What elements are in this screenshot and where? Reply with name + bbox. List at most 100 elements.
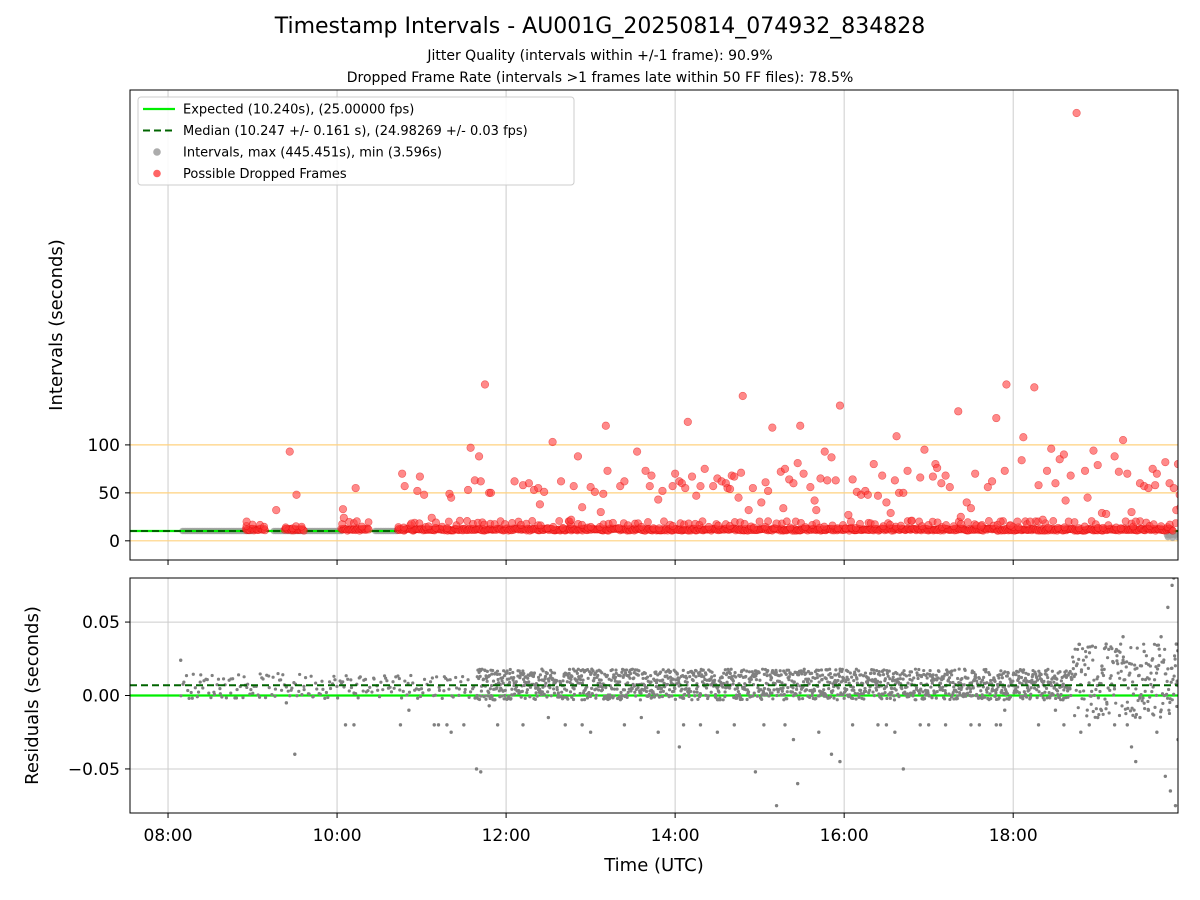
residual-dot: [842, 696, 846, 700]
residual-dot: [566, 697, 570, 701]
residual-dot: [962, 692, 966, 696]
residual-dot: [637, 669, 641, 673]
dropped-frame-dot: [1019, 433, 1028, 442]
dropped-frame-dot: [810, 496, 819, 505]
y-tick-label: 0.00: [82, 687, 120, 707]
residual-dot: [830, 675, 834, 680]
residual-dot: [1172, 654, 1177, 658]
dropped-frame-dots: [241, 108, 1178, 535]
residual-dot: [1011, 679, 1015, 683]
residual-dot: [993, 694, 997, 698]
residual-dot: [613, 675, 618, 679]
residual-dot: [1021, 697, 1025, 701]
residual-dot: [684, 686, 688, 691]
residual-dot: [1173, 664, 1177, 668]
residual-dot: [886, 674, 890, 678]
residual-dot: [941, 677, 945, 681]
residual-dot: [468, 690, 473, 694]
residual-dot: [718, 698, 722, 702]
legend: Expected (10.240s), (25.00000 fps) Median…: [137, 96, 575, 186]
dropped-frame-dot: [681, 483, 690, 493]
residual-dot: [594, 687, 598, 691]
residual-dot: [1068, 687, 1072, 691]
residual-dot: [1124, 665, 1128, 669]
residual-dot: [582, 698, 587, 702]
residual-dot: [475, 693, 479, 698]
dropped-frame-dot: [556, 477, 566, 486]
dropped-frame-dot: [1080, 466, 1090, 475]
residual-dot: [205, 677, 209, 682]
dropped-frame-dot: [1127, 507, 1136, 517]
residual-dot: [1169, 680, 1173, 684]
residual-dot: [1159, 635, 1163, 639]
residual-dot: [749, 677, 753, 682]
residual-dot: [839, 691, 843, 695]
residual-dot: [286, 689, 290, 693]
residual-dot: [887, 669, 891, 673]
residual-dot: [667, 695, 671, 699]
dropped-frame-dot: [683, 417, 692, 426]
y-tick-label: 100: [88, 436, 120, 456]
residual-dot: [845, 687, 849, 692]
residual-dot: [853, 670, 857, 674]
dropped-frame-dot: [992, 413, 1001, 423]
dropped-frame-dot: [400, 482, 409, 491]
residual-dot: [604, 686, 608, 690]
dropped-frame-dot: [292, 490, 301, 499]
residual-dot: [721, 698, 725, 702]
dropped-frame-dot: [654, 495, 663, 504]
residual-dot: [1124, 712, 1128, 716]
dropped-frame-dot: [443, 524, 452, 533]
residual-dot: [1168, 789, 1173, 793]
residual-dot: [1059, 698, 1063, 702]
residual-dot: [755, 694, 759, 698]
residual-dot: [592, 676, 596, 680]
residual-dot: [625, 695, 629, 700]
dropped-frame-dot: [1151, 481, 1160, 490]
dropped-frame-dot: [937, 479, 946, 488]
residual-dot: [885, 696, 889, 701]
residual-dot: [911, 694, 915, 698]
residual-dot: [1134, 759, 1138, 764]
residual-dot: [231, 677, 235, 681]
residual-dot: [221, 677, 226, 681]
residual-dot: [846, 677, 850, 682]
residual-dot: [782, 692, 786, 697]
residual-dot: [195, 695, 199, 699]
residual-dot: [702, 675, 706, 679]
residual-dot: [969, 681, 974, 685]
residual-dot: [520, 689, 524, 693]
residual-dot: [644, 689, 649, 694]
residual-dot: [788, 672, 793, 676]
dropped-frame-dot: [1161, 458, 1170, 467]
residual-dot: [587, 690, 591, 695]
dropped-frame-dot: [1002, 380, 1011, 389]
residual-dot: [1015, 689, 1019, 693]
residual-dot: [696, 697, 700, 701]
residual-dot: [193, 686, 197, 690]
residual-dot: [1040, 691, 1044, 696]
dropped-frame-dot: [886, 508, 895, 518]
residual-dot: [731, 679, 735, 683]
residual-dot: [1006, 671, 1010, 675]
residual-dot: [1157, 647, 1161, 651]
dropped-frame-dot: [789, 479, 798, 488]
residual-dot: [1107, 711, 1111, 715]
residual-dot: [652, 692, 656, 696]
residual-dot: [1152, 713, 1156, 717]
residual-dot: [1165, 679, 1169, 683]
residual-dot: [847, 681, 851, 685]
residual-dot: [1119, 642, 1123, 646]
residual-dot: [1059, 679, 1063, 683]
residual-dot: [293, 752, 297, 756]
dropped-frame-dot: [590, 487, 599, 496]
residual-dot: [1035, 696, 1039, 700]
residual-dot: [403, 679, 407, 683]
residual-dot: [620, 694, 625, 698]
residual-dot: [1000, 688, 1004, 693]
residual-dot: [189, 690, 193, 695]
dropped-frame-dot: [399, 523, 408, 532]
residual-dot: [1170, 698, 1174, 702]
residual-dot: [781, 686, 785, 690]
dropped-frame-dot: [984, 517, 993, 525]
